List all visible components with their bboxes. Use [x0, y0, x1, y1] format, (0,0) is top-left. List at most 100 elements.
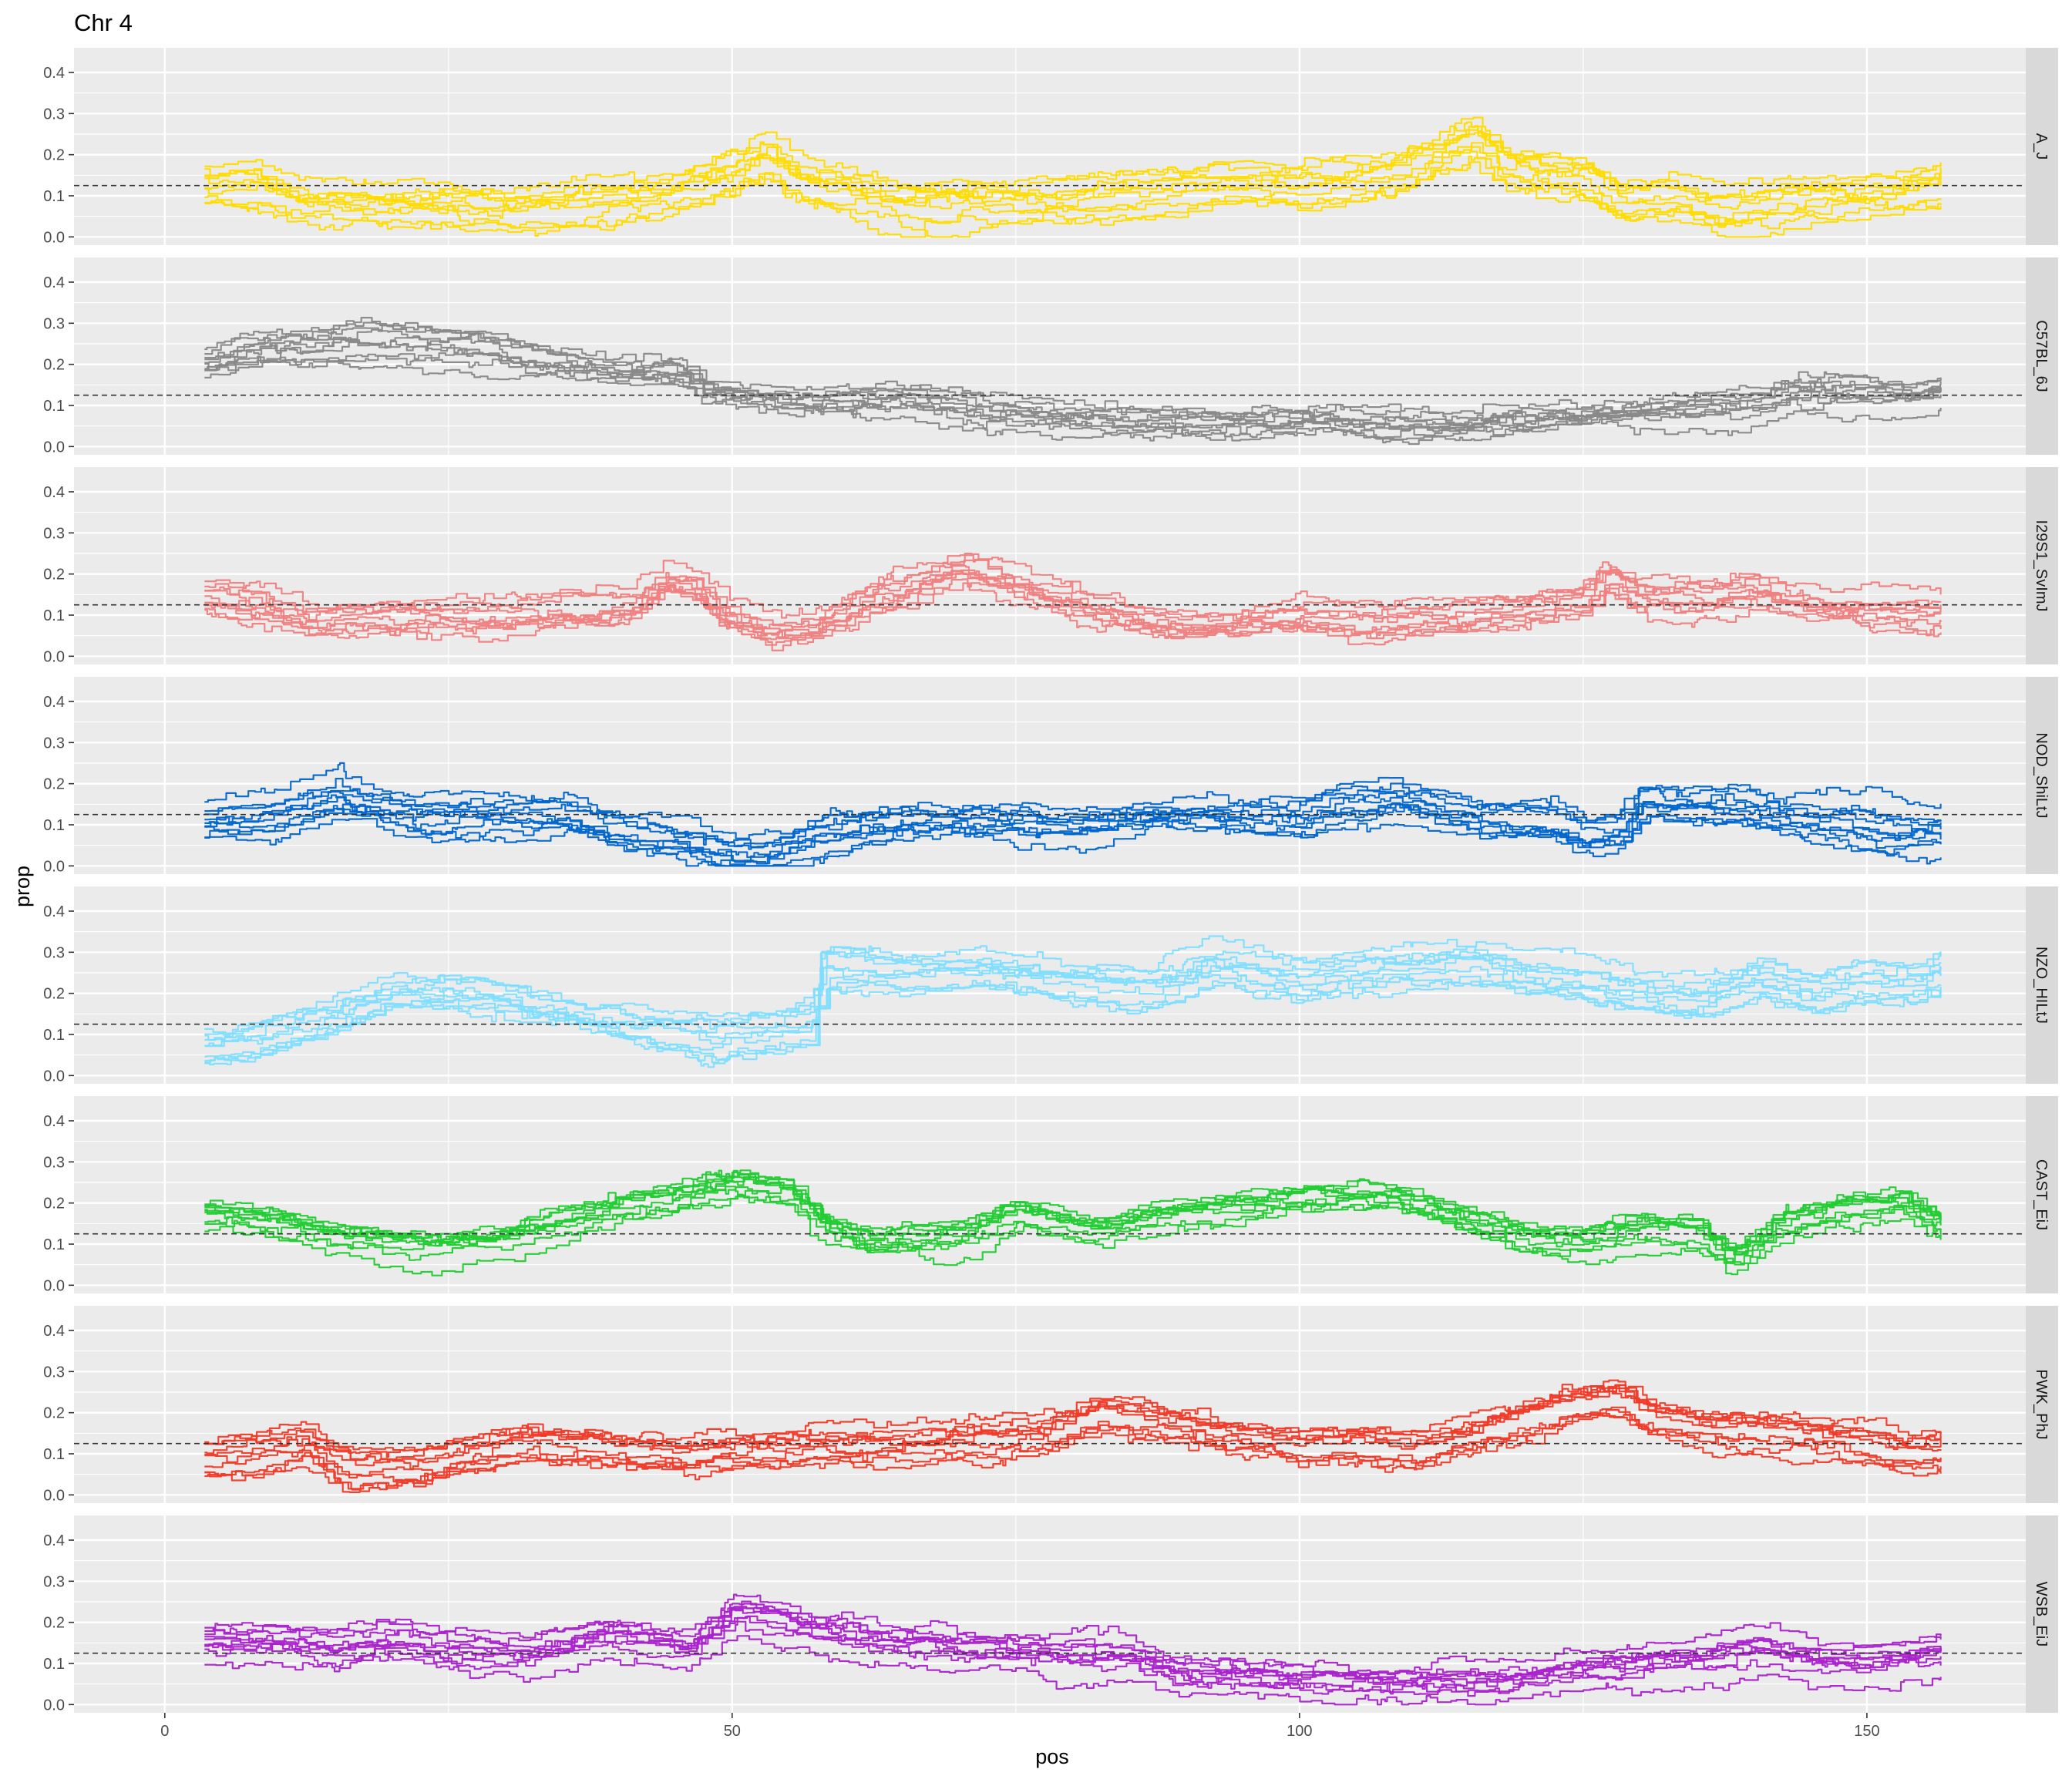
- series-line-NOD_ShiLtJ-9: [204, 762, 1942, 839]
- series-line-PWK_PhJ-4: [204, 1413, 1942, 1491]
- x-tick-label: 0: [160, 1723, 169, 1740]
- y-tick-label: 0.2: [43, 1615, 65, 1632]
- facet-strip: [2026, 1306, 2058, 1503]
- facet-strip: [2026, 886, 2058, 1084]
- series-line-PWK_PhJ-9: [204, 1379, 1942, 1462]
- x-axis-title: pos: [1035, 1745, 1069, 1768]
- y-tick-label: 0.0: [43, 1277, 65, 1294]
- series-line-I29S1_SvImJ-4: [204, 570, 1942, 640]
- series-line-C57BL_6J-9: [204, 317, 1942, 420]
- series-line-WSB_EiJ-6: [204, 1635, 1942, 1706]
- series-line-PWK_PhJ-10: [204, 1384, 1942, 1474]
- series-line-CAST_EiJ-8: [204, 1172, 1942, 1252]
- series-line-I29S1_SvImJ-7: [204, 569, 1942, 646]
- series-line-NZO_HILtJ-7: [204, 957, 1942, 1048]
- facet-panel-CAST_EiJ: 0.0 0.1 0.2 0.3 0.4 CAST_EiJ: [43, 1096, 2058, 1294]
- panel-background: [74, 1096, 2026, 1293]
- facet-strip: [2026, 1096, 2058, 1293]
- series-line-PWK_PhJ-7: [204, 1406, 1942, 1484]
- series-line-C57BL_6J-8: [204, 353, 1942, 437]
- y-tick-label: 0.3: [43, 1573, 65, 1590]
- series-line-CAST_EiJ-10: [204, 1171, 1942, 1249]
- facet-strip: [2026, 257, 2058, 455]
- x-tick-label: 100: [1287, 1723, 1312, 1740]
- y-axis-title: prop: [11, 866, 34, 907]
- y-tick-label: 0.3: [43, 525, 65, 542]
- facet-strip: [2026, 1515, 2058, 1713]
- facet-panels: 0.0 0.1 0.2 0.3 0.4 A_J 0.0 0.1 0.2 0.3 0.4 C57BL_6…: [43, 48, 2058, 1714]
- facet-panel-A_J: 0.0 0.1 0.2 0.3 0.4 A_J: [43, 48, 2058, 246]
- facet-strip: [2026, 48, 2058, 245]
- chart-title: Chr 4: [74, 9, 133, 36]
- series-line-CAST_EiJ-3: [204, 1186, 1942, 1262]
- facet-strip-label: NOD_ShiLtJ: [2033, 732, 2050, 818]
- y-tick-label: 0.0: [43, 229, 65, 246]
- series-line-A_J-6: [204, 132, 1942, 204]
- y-tick-label: 0.2: [43, 147, 65, 164]
- series-line-NOD_ShiLtJ-8: [204, 792, 1942, 859]
- y-tick-label: 0.4: [43, 274, 65, 291]
- panel-background: [74, 1306, 2026, 1503]
- y-tick-label: 0.1: [43, 1236, 65, 1253]
- series-line-C57BL_6J-3: [204, 321, 1942, 431]
- y-tick-label: 0.0: [43, 439, 65, 456]
- series-line-NZO_HILtJ-6: [204, 945, 1942, 1036]
- y-tick-label: 0.4: [43, 1532, 65, 1549]
- series-line-NOD_ShiLtJ-10: [204, 794, 1942, 865]
- y-tick-label: 0.3: [43, 1364, 65, 1381]
- facet-strip-label: NZO_HILtJ: [2033, 947, 2050, 1024]
- series-line-CAST_EiJ-4: [204, 1196, 1942, 1276]
- y-tick-label: 0.1: [43, 607, 65, 624]
- series-line-C57BL_6J-6: [204, 356, 1942, 446]
- series-line-WSB_EiJ-7: [204, 1607, 1942, 1697]
- series-line-A_J-9: [204, 142, 1942, 224]
- facet-strip-label: C57BL_6J: [2033, 320, 2050, 392]
- y-tick-label: 0.0: [43, 1487, 65, 1504]
- facet-panel-C57BL_6J: 0.0 0.1 0.2 0.3 0.4 C57BL_6J: [43, 257, 2058, 456]
- facet-strip-label: CAST_EiJ: [2033, 1159, 2050, 1230]
- y-tick-label: 0.4: [43, 65, 65, 82]
- y-tick-label: 0.1: [43, 1027, 65, 1044]
- series-line-WSB_EiJ-9: [204, 1620, 1942, 1695]
- series-line-CAST_EiJ-9: [204, 1194, 1942, 1264]
- series-line-NOD_ShiLtJ-7: [204, 791, 1942, 850]
- panel-background: [74, 467, 2026, 664]
- facet-strip-label: PWK_PhJ: [2033, 1369, 2050, 1439]
- y-tick-label: 0.1: [43, 1446, 65, 1463]
- y-tick-label: 0.3: [43, 1154, 65, 1171]
- series-line-I29S1_SvImJ-5: [204, 559, 1942, 629]
- series-line-A_J-5: [204, 121, 1942, 201]
- series-line-NZO_HILtJ-8: [204, 935, 1942, 1034]
- series-line-WSB_EiJ-10: [204, 1616, 1942, 1695]
- series-line-A_J-7: [204, 155, 1942, 238]
- facet-panel-PWK_PhJ: 0.0 0.1 0.2 0.3 0.4 PWK_PhJ: [43, 1306, 2058, 1504]
- y-tick-label: 0.3: [43, 315, 65, 332]
- facet-panel-NZO_HILtJ: 0.0 0.1 0.2 0.3 0.4 NZO_HILtJ: [43, 886, 2058, 1085]
- y-tick-label: 0.1: [43, 398, 65, 415]
- series-line-NZO_HILtJ-10: [204, 968, 1942, 1062]
- facet-strip: [2026, 467, 2058, 664]
- y-tick-label: 0.0: [43, 648, 65, 665]
- facet-strip-label: A_J: [2033, 133, 2050, 160]
- y-tick-label: 0.0: [43, 1068, 65, 1085]
- series-line-WSB_EiJ-8: [204, 1606, 1942, 1684]
- y-tick-label: 0.2: [43, 986, 65, 1003]
- series-line-NOD_ShiLtJ-1: [204, 778, 1942, 848]
- series-line-NZO_HILtJ-9: [204, 975, 1942, 1068]
- series-line-NOD_ShiLtJ-6: [204, 806, 1942, 867]
- facet-panel-WSB_EiJ: 0.0 0.1 0.2 0.3 0.4 WSB_EiJ: [43, 1515, 2058, 1714]
- series-line-PWK_PhJ-8: [204, 1409, 1942, 1493]
- x-axis: 0 50 100 150: [160, 1713, 1880, 1740]
- x-tick-label: 150: [1854, 1723, 1879, 1740]
- y-tick-label: 0.4: [43, 903, 65, 920]
- y-tick-label: 0.2: [43, 567, 65, 584]
- series-line-A_J-10: [204, 116, 1942, 201]
- facet-strip: [2026, 677, 2058, 874]
- series-line-I29S1_SvImJ-6: [204, 553, 1942, 619]
- y-tick-label: 0.1: [43, 817, 65, 834]
- y-tick-label: 0.2: [43, 357, 65, 374]
- series-line-I29S1_SvImJ-9: [204, 570, 1942, 638]
- y-tick-label: 0.3: [43, 944, 65, 961]
- series-line-I29S1_SvImJ-8: [204, 582, 1942, 651]
